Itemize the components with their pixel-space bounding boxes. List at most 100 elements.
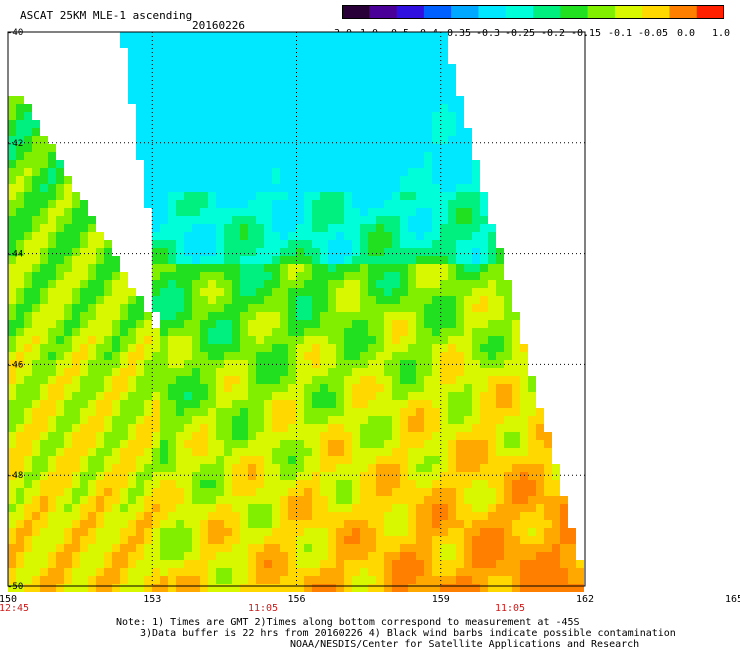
swath-cell <box>344 48 352 56</box>
swath-cell <box>240 272 248 280</box>
swath-cell <box>192 368 200 376</box>
swath-cell <box>72 472 80 480</box>
swath-cell <box>56 408 64 416</box>
swath-cell <box>168 72 176 80</box>
swath-cell <box>168 480 176 488</box>
swath-cell <box>208 408 216 416</box>
swath-cell <box>488 280 496 288</box>
swath-cell <box>112 536 120 544</box>
swath-cell <box>312 144 320 152</box>
swath-cell <box>48 488 56 496</box>
swath-cell <box>432 456 440 464</box>
swath-cell <box>344 440 352 448</box>
swath-cell <box>472 288 480 296</box>
swath-cell <box>168 312 176 320</box>
swath-cell <box>424 248 432 256</box>
swath-cell <box>432 256 440 264</box>
swath-cell <box>272 368 280 376</box>
swath-cell <box>248 344 256 352</box>
swath-cell <box>320 128 328 136</box>
swath-cell <box>8 520 16 528</box>
swath-cell <box>176 352 184 360</box>
swath-cell <box>520 568 528 576</box>
swath-cell <box>488 424 496 432</box>
swath-cell <box>136 392 144 400</box>
swath-cell <box>496 384 504 392</box>
swath-cell <box>72 512 80 520</box>
swath-cell <box>8 248 16 256</box>
swath-cell <box>104 312 112 320</box>
swath-cell <box>152 552 160 560</box>
swath-cell <box>184 152 192 160</box>
swath-cell <box>152 272 160 280</box>
swath-cell <box>120 312 128 320</box>
swath-cell <box>176 168 184 176</box>
swath-cell <box>160 488 168 496</box>
swath-cell <box>48 216 56 224</box>
swath-cell <box>200 336 208 344</box>
swath-cell <box>256 576 264 584</box>
swath-cell <box>240 128 248 136</box>
swath-cell <box>328 296 336 304</box>
swath-cell <box>184 168 192 176</box>
swath-cell <box>384 544 392 552</box>
swath-cell <box>408 256 416 264</box>
swath-cell <box>320 72 328 80</box>
swath-cell <box>336 432 344 440</box>
swath-cell <box>248 96 256 104</box>
swath-cell <box>480 504 488 512</box>
swath-cell <box>352 40 360 48</box>
swath-cell <box>360 208 368 216</box>
swath-cell <box>432 104 440 112</box>
swath-cell <box>160 344 168 352</box>
swath-cell <box>104 328 112 336</box>
swath-cell <box>336 80 344 88</box>
swath-cell <box>464 464 472 472</box>
swath-cell <box>304 304 312 312</box>
swath-cell <box>384 64 392 72</box>
swath-cell <box>336 464 344 472</box>
swath-cell <box>464 520 472 528</box>
swath-cell <box>160 456 168 464</box>
swath-cell <box>520 384 528 392</box>
swath-cell <box>272 576 280 584</box>
swath-cell <box>328 168 336 176</box>
swath-cell <box>416 224 424 232</box>
swath-cell <box>264 64 272 72</box>
swath-cell <box>256 392 264 400</box>
swath-cell <box>8 280 16 288</box>
swath-cell <box>224 488 232 496</box>
swath-cell <box>360 224 368 232</box>
swath-cell <box>96 528 104 536</box>
swath-cell <box>384 352 392 360</box>
swath-cell <box>168 40 176 48</box>
swath-cell <box>352 488 360 496</box>
swath-cell <box>208 232 216 240</box>
swath-cell <box>24 104 32 112</box>
swath-cell <box>224 32 232 40</box>
swath-cell <box>312 304 320 312</box>
swath-cell <box>360 112 368 120</box>
swath-cell <box>8 576 16 584</box>
swath-cell <box>568 552 576 560</box>
swath-cell <box>200 384 208 392</box>
swath-cell <box>216 272 224 280</box>
swath-cell <box>80 216 88 224</box>
swath-cell <box>88 288 96 296</box>
swath-cell <box>336 312 344 320</box>
swath-cell <box>144 152 152 160</box>
swath-cell <box>56 200 64 208</box>
swath-cell <box>232 200 240 208</box>
swath-cell <box>96 456 104 464</box>
swath-cell <box>152 184 160 192</box>
swath-cell <box>24 376 32 384</box>
swath-cell <box>344 112 352 120</box>
swath-cell <box>480 488 488 496</box>
swath-cell <box>312 40 320 48</box>
swath-cell <box>144 192 152 200</box>
swath-cell <box>40 200 48 208</box>
swath-cell <box>328 136 336 144</box>
swath-cell <box>488 480 496 488</box>
swath-cell <box>496 512 504 520</box>
swath-cell <box>320 168 328 176</box>
